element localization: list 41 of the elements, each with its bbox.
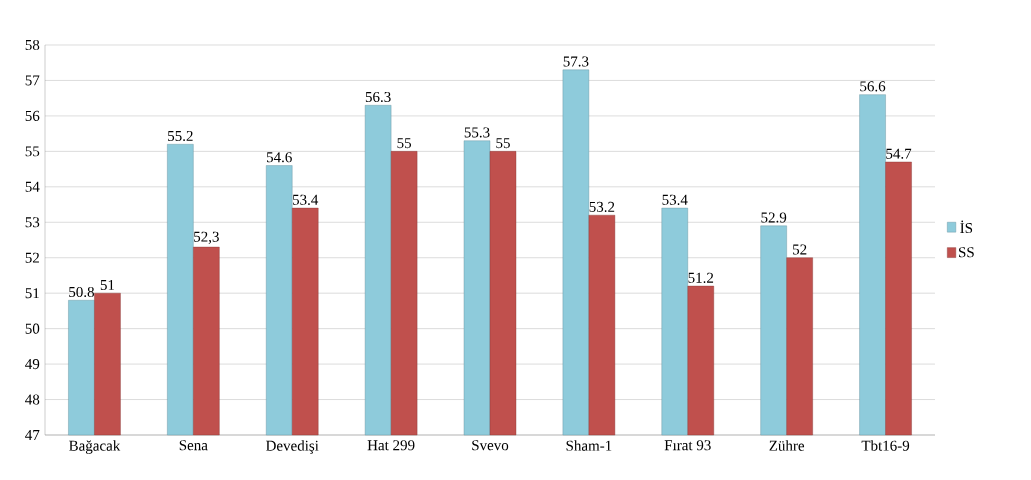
y-tick-label: 55 (25, 146, 40, 157)
data-label: 54.6 (266, 152, 292, 163)
data-label: 54.7 (886, 148, 912, 159)
y-tick-label: 58 (25, 39, 40, 51)
data-label: 53.4 (662, 194, 688, 205)
x-tick-label: Bağacak (69, 440, 121, 454)
x-tick-label: Svevo (472, 440, 509, 451)
data-label: 52 (793, 244, 807, 255)
data-label: 51 (100, 279, 115, 290)
y-tick-label: 50 (25, 323, 40, 334)
legend-label: İS (960, 220, 973, 234)
y-tick-label: 56 (25, 110, 40, 121)
data-label: 52,3 (194, 231, 219, 244)
y-tick-label: 47 (25, 430, 40, 440)
data-label: 51.2 (688, 272, 714, 283)
y-tick-label: 54 (25, 181, 40, 192)
y-tick-label: 52 (25, 252, 39, 263)
x-tick-label: Zühre (769, 440, 805, 451)
data-label: 50.8 (69, 286, 94, 298)
data-label: 55 (397, 138, 412, 149)
y-tick-label: 57 (25, 75, 40, 86)
y-tick-label: 49 (25, 359, 40, 370)
x-tick-label: Fırat 93 (664, 440, 711, 451)
data-label: 56.3 (365, 91, 391, 103)
y-tick-label: 51 (25, 288, 39, 299)
x-tick-label: Hat 299 (367, 440, 415, 451)
data-label: 55 (496, 138, 510, 149)
data-label: 55.2 (168, 130, 193, 142)
x-tick-label: Devedişi (266, 440, 319, 454)
x-tick-label: Sham-1 (566, 440, 612, 451)
data-label: 55.3 (464, 127, 490, 138)
data-label: 57.3 (563, 56, 589, 67)
y-tick-label: 53 (25, 217, 40, 228)
data-label: 53.2 (589, 201, 615, 212)
data-label: 53.4 (292, 194, 319, 205)
data-label: 56.6 (860, 81, 886, 92)
x-tick-label: Tbt16-9 (861, 440, 910, 451)
x-tick-label: Sena (179, 440, 208, 451)
legend-label: SS (959, 247, 974, 258)
y-tick-label: 48 (25, 394, 40, 405)
data-label: 52.9 (761, 212, 787, 223)
